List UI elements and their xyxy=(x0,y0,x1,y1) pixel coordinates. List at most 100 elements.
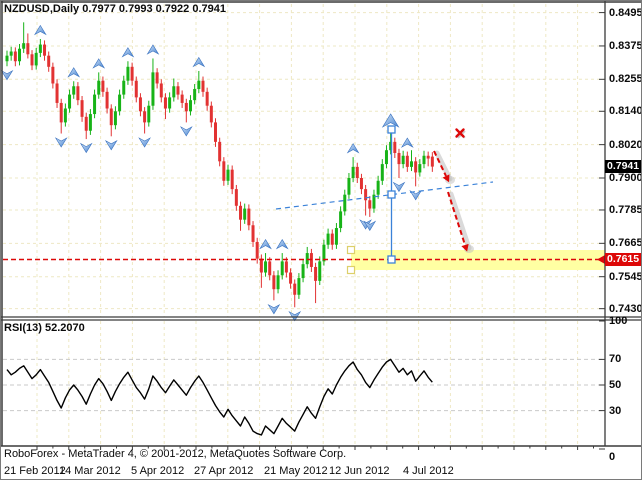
bear-candle xyxy=(251,225,255,242)
bear-candle xyxy=(218,141,222,162)
bear-candle xyxy=(289,272,293,284)
fractal-up-icon xyxy=(121,47,135,58)
projection-arrow[interactable] xyxy=(433,150,447,177)
bear-candle xyxy=(105,91,109,109)
bear-candle xyxy=(155,72,159,84)
fractal-up-icon xyxy=(192,56,206,68)
fractal-down-icon xyxy=(288,310,302,322)
bull-candle xyxy=(376,180,380,195)
fractal-down-icon xyxy=(54,137,68,148)
fractal-up-icon xyxy=(400,137,414,148)
bear-candle xyxy=(359,178,363,190)
fractal-up-icon xyxy=(259,238,272,250)
bull-candle xyxy=(93,94,97,115)
bull-candle xyxy=(389,141,393,151)
bear-candle xyxy=(230,169,234,190)
projection-arrow[interactable] xyxy=(447,191,466,246)
bull-candle xyxy=(409,161,413,167)
bear-candle xyxy=(355,166,359,178)
bull-candle xyxy=(351,166,355,178)
bear-candle xyxy=(234,189,238,206)
projection-arrowhead xyxy=(442,174,450,183)
bear-candle xyxy=(314,266,318,281)
bear-candle xyxy=(255,241,259,259)
bull-candle xyxy=(63,108,67,123)
bull-candle xyxy=(372,194,376,209)
selection-handle[interactable] xyxy=(346,265,356,275)
bear-candle xyxy=(76,86,80,101)
bull-candle xyxy=(193,89,197,101)
bull-candle xyxy=(113,111,117,126)
bull-candle xyxy=(18,48,22,62)
bull-candle xyxy=(147,105,151,123)
fractal-up-icon xyxy=(34,24,47,36)
bear-candle xyxy=(259,258,263,273)
fractal-arrows xyxy=(1,24,423,322)
bear-candle xyxy=(284,261,288,273)
bull-candle xyxy=(122,80,126,95)
arrow-shadow xyxy=(448,191,472,251)
bull-candle xyxy=(401,155,405,165)
bear-candle xyxy=(272,275,276,290)
bear-candle xyxy=(130,66,134,81)
bear-candle xyxy=(109,108,113,126)
selection-handle[interactable] xyxy=(387,125,396,134)
selection-handle[interactable] xyxy=(387,190,396,199)
bull-candle xyxy=(5,55,9,62)
bull-candle xyxy=(380,164,384,181)
axis-ticks xyxy=(36,12,605,450)
bull-candle xyxy=(301,264,305,279)
bull-candle xyxy=(126,66,130,81)
bull-candle xyxy=(172,86,176,98)
bear-candle xyxy=(176,86,180,95)
fractal-down-icon xyxy=(363,220,377,231)
bear-candle xyxy=(51,66,55,84)
bull-candle xyxy=(339,211,343,229)
bear-candle xyxy=(26,43,30,55)
fractal-up-icon xyxy=(381,113,400,128)
fractal-up-icon xyxy=(67,67,81,78)
bear-candle xyxy=(43,44,47,56)
bull-candle xyxy=(151,72,155,106)
bear-candle xyxy=(159,83,163,98)
bull-candle xyxy=(322,244,326,262)
bull-candle xyxy=(318,261,322,281)
bull-candle xyxy=(418,164,422,173)
bull-candle xyxy=(384,150,388,165)
selection-handle[interactable] xyxy=(346,245,356,255)
support-trendline[interactable] xyxy=(275,181,494,210)
fractal-down-icon xyxy=(79,142,93,154)
bull-candle xyxy=(22,43,26,49)
bear-candle xyxy=(13,51,17,62)
bull-candle xyxy=(226,169,230,181)
bear-candle xyxy=(30,54,34,66)
rsi-line xyxy=(6,358,433,436)
bull-candle xyxy=(34,52,38,66)
bull-candle xyxy=(118,94,122,112)
fractal-up-icon xyxy=(346,143,360,154)
bear-candle xyxy=(205,91,209,106)
bear-candle xyxy=(138,97,142,112)
bull-candle xyxy=(347,178,351,195)
bear-candle xyxy=(268,261,272,276)
reversal-x-icon[interactable] xyxy=(455,128,465,138)
fractal-down-icon xyxy=(138,137,151,148)
fractal-up-icon xyxy=(275,238,289,250)
bear-candle xyxy=(143,111,147,123)
bull-candle xyxy=(197,80,201,90)
fractal-down-icon xyxy=(1,69,14,81)
bull-candle xyxy=(297,278,301,295)
fractal-down-icon xyxy=(409,190,423,201)
selection-handle[interactable] xyxy=(387,255,396,264)
bear-candle xyxy=(214,122,217,142)
bear-candle xyxy=(393,141,397,153)
target-badge-pointer xyxy=(597,255,605,264)
fractal-down-icon xyxy=(392,181,406,193)
bull-candle xyxy=(343,194,347,212)
bear-candle xyxy=(180,94,184,103)
bull-candle xyxy=(72,86,76,95)
bear-candle xyxy=(209,105,213,123)
